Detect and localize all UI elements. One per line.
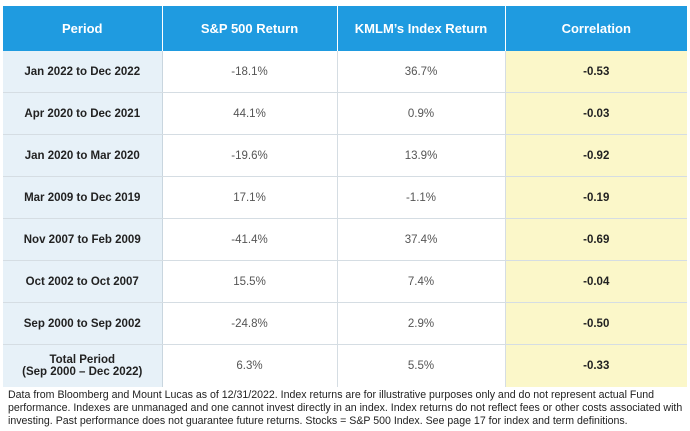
table-row: Sep 2000 to Sep 2002 -24.8% 2.9% -0.50 xyxy=(3,302,687,345)
correlation-cell: -0.19 xyxy=(505,176,687,219)
period-cell: Nov 2007 to Feb 2009 xyxy=(3,218,163,261)
total-period-label: Total Period xyxy=(49,354,116,366)
table-header-row: Period S&P 500 Return KMLM’s Index Retur… xyxy=(3,6,687,51)
sp500-return-cell: 17.1% xyxy=(162,176,338,219)
header-period: Period xyxy=(3,6,163,51)
header-sp500-return: S&P 500 Return xyxy=(162,6,338,51)
period-cell: Sep 2000 to Sep 2002 xyxy=(3,302,163,345)
kmlm-return-cell: 36.7% xyxy=(337,51,506,93)
table-row: Jan 2022 to Dec 2022 -18.1% 36.7% -0.53 xyxy=(3,51,687,93)
kmlm-return-cell: 13.9% xyxy=(337,134,506,177)
period-cell: Mar 2009 to Dec 2019 xyxy=(3,176,163,219)
kmlm-return-cell: 7.4% xyxy=(337,260,506,303)
table-row: Oct 2002 to Oct 2007 15.5% 7.4% -0.04 xyxy=(3,260,687,303)
kmlm-return-cell: 2.9% xyxy=(337,302,506,345)
period-cell: Apr 2020 to Dec 2021 xyxy=(3,92,163,135)
sp500-return-cell: -41.4% xyxy=(162,218,338,261)
sp500-return-cell: 15.5% xyxy=(162,260,338,303)
kmlm-return-cell: -1.1% xyxy=(337,176,506,219)
total-period-cell: Total Period (Sep 2000 – Dec 2022) xyxy=(3,344,163,387)
header-correlation: Correlation xyxy=(505,6,687,51)
correlation-cell: -0.92 xyxy=(505,134,687,177)
sp500-return-cell: 44.1% xyxy=(162,92,338,135)
period-cell: Oct 2002 to Oct 2007 xyxy=(3,260,163,303)
period-cell: Jan 2022 to Dec 2022 xyxy=(3,51,163,93)
footnote: Data from Bloomberg and Mount Lucas as o… xyxy=(8,389,683,427)
correlation-cell: -0.50 xyxy=(505,302,687,345)
correlation-cell: -0.04 xyxy=(505,260,687,303)
period-cell: Jan 2020 to Mar 2020 xyxy=(3,134,163,177)
sp500-total-return-cell: 6.3% xyxy=(162,344,338,387)
kmlm-total-return-cell: 5.5% xyxy=(337,344,506,387)
correlation-cell: -0.03 xyxy=(505,92,687,135)
table-row: Jan 2020 to Mar 2020 -19.6% 13.9% -0.92 xyxy=(3,134,687,177)
total-period-range: (Sep 2000 – Dec 2022) xyxy=(22,366,143,378)
returns-correlation-table: Period S&P 500 Return KMLM’s Index Retur… xyxy=(3,6,687,387)
sp500-return-cell: -18.1% xyxy=(162,51,338,93)
total-period-row: Total Period (Sep 2000 – Dec 2022) 6.3% … xyxy=(3,344,687,387)
table-row: Mar 2009 to Dec 2019 17.1% -1.1% -0.19 xyxy=(3,176,687,219)
table-row: Nov 2007 to Feb 2009 -41.4% 37.4% -0.69 xyxy=(3,218,687,261)
correlation-cell: -0.53 xyxy=(505,51,687,93)
kmlm-return-cell: 0.9% xyxy=(337,92,506,135)
table-row: Apr 2020 to Dec 2021 44.1% 0.9% -0.03 xyxy=(3,92,687,135)
total-correlation-cell: -0.33 xyxy=(505,344,687,387)
correlation-cell: -0.69 xyxy=(505,218,687,261)
header-kmlm-index-return: KMLM’s Index Return xyxy=(337,6,506,51)
sp500-return-cell: -24.8% xyxy=(162,302,338,345)
sp500-return-cell: -19.6% xyxy=(162,134,338,177)
kmlm-return-cell: 37.4% xyxy=(337,218,506,261)
